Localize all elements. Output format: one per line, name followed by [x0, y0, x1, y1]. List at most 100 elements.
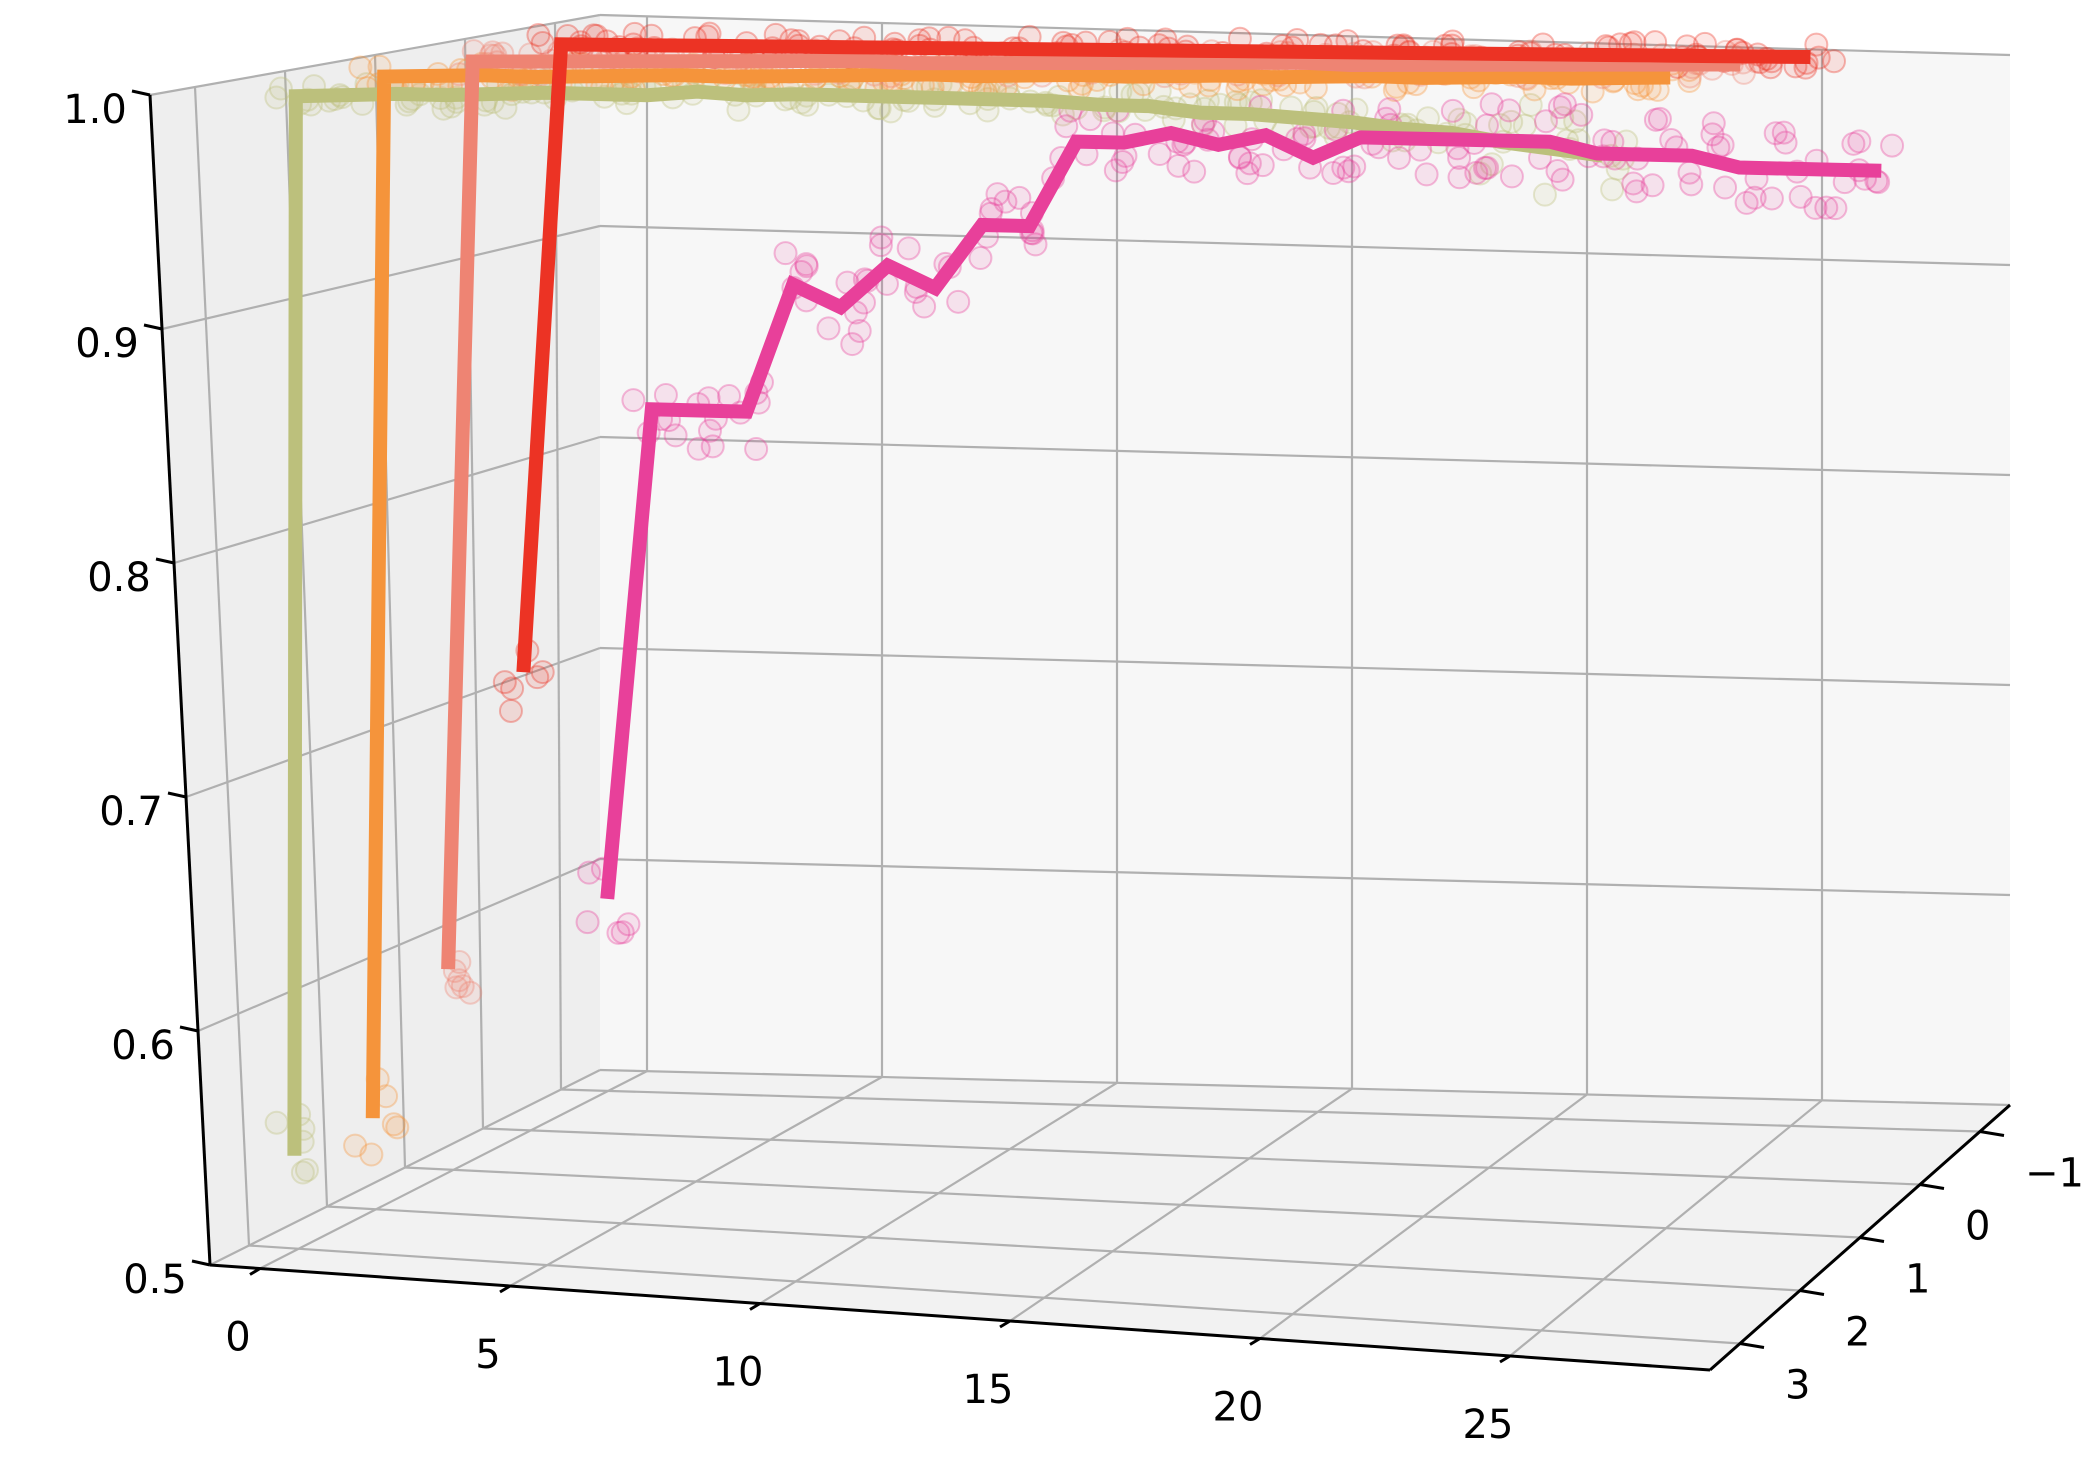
series-line-3 — [516, 37, 1811, 673]
series-lines-layer — [287, 37, 1882, 1156]
scatter-point — [773, 241, 798, 266]
scatter-point — [348, 55, 373, 80]
scatter-point — [1336, 159, 1361, 184]
scatter-point — [794, 254, 819, 279]
y-tick-mark — [1919, 1183, 1945, 1190]
scatter-point — [869, 225, 894, 250]
x-tick-label: 20 — [1213, 1385, 1264, 1431]
scatter-point — [1771, 120, 1796, 145]
grid-line-y-wall — [193, 86, 251, 1246]
scatter-point — [1640, 173, 1665, 198]
scatter-point — [717, 384, 742, 409]
scatter-point — [1464, 160, 1489, 185]
scatter-point — [1569, 102, 1594, 127]
scatter-point — [1054, 114, 1079, 139]
scatter-point — [264, 85, 289, 110]
y-tick-mark — [1739, 1342, 1765, 1349]
scatter-point — [1479, 92, 1504, 117]
grid-line-z-back — [599, 13, 2011, 57]
scatter-point — [381, 1112, 406, 1137]
scatter-point — [1788, 184, 1813, 209]
grid-line-y-floor — [248, 1244, 1741, 1345]
z-tick-label: 1.0 — [63, 87, 127, 133]
z-tick-mark — [179, 1025, 199, 1033]
scatter-point — [1621, 171, 1646, 196]
scatter-point — [1841, 131, 1866, 156]
scatter-point — [1647, 106, 1672, 131]
scatter-point — [1499, 109, 1524, 134]
scatter-point — [1235, 161, 1260, 186]
scatter-point — [577, 860, 602, 885]
scatter-point — [1552, 92, 1577, 117]
scatter-point — [1321, 161, 1346, 186]
scatter-point — [700, 434, 725, 459]
scatter-point — [458, 980, 483, 1005]
scatter-point — [1473, 155, 1498, 180]
scatter-point — [1823, 196, 1848, 221]
y-tick-mark — [1979, 1130, 2005, 1137]
scatter-point — [979, 197, 1004, 222]
scatter-point — [1803, 195, 1828, 220]
scatter-point — [1742, 185, 1767, 210]
x-tick-mark — [499, 1284, 511, 1294]
x-tick-mark — [749, 1302, 761, 1311]
z-axis-line — [148, 94, 212, 1266]
x-tick-mark — [1499, 1354, 1511, 1364]
scatter-point — [1550, 105, 1575, 130]
scatter-point — [1677, 160, 1702, 185]
grid-line-z-side — [185, 646, 601, 799]
grid-line-z-side — [149, 13, 601, 97]
grid-line-z-back — [599, 224, 2011, 267]
z-tick-label: 0.6 — [111, 1023, 175, 1069]
scatter-point — [492, 670, 517, 695]
scatter-point — [1701, 111, 1726, 136]
x-tick-label: 25 — [1463, 1402, 1514, 1448]
scatter-point — [1237, 151, 1262, 176]
x-tick-label: 0 — [225, 1315, 250, 1361]
scatter-point — [1700, 122, 1725, 147]
scatter-point — [530, 30, 555, 55]
scatter-point — [868, 233, 893, 258]
scatter-point — [1103, 158, 1128, 183]
scatter-point — [663, 423, 688, 448]
grid-line-z-back — [599, 1068, 2011, 1107]
scatter-point — [1710, 132, 1735, 157]
scatter-point — [1679, 172, 1704, 197]
scatter-point — [1532, 182, 1557, 207]
scatter-point — [1331, 155, 1356, 180]
x-tick-mark — [999, 1319, 1011, 1329]
scatter-point — [794, 252, 819, 277]
scatter-point — [610, 920, 635, 945]
scatter-point — [1147, 141, 1172, 166]
scatter-point — [450, 974, 475, 999]
scatter-point — [575, 910, 600, 935]
grid-line-z-back — [599, 646, 2011, 687]
x-axis-line — [209, 1263, 1711, 1372]
scatter-point — [1763, 121, 1788, 146]
y-tick-label: 3 — [1785, 1363, 1810, 1409]
scatter-point — [1250, 153, 1275, 178]
scatter-point — [606, 920, 631, 945]
grid-line-z-back — [599, 857, 2011, 897]
y-tick-mark — [1799, 1289, 1825, 1296]
scatter-point — [968, 246, 993, 271]
series-line-2 — [441, 53, 1741, 970]
scatter-point — [268, 76, 293, 101]
scatter-point — [1600, 177, 1625, 202]
scatter-point — [1023, 232, 1048, 257]
scatter-point — [294, 1158, 319, 1183]
scatter-point — [698, 418, 723, 443]
z-tick-mark — [167, 791, 187, 799]
z-tick-label: 0.7 — [99, 789, 163, 835]
scatter-point — [1447, 165, 1472, 190]
scatter-point — [621, 388, 646, 413]
z-tick-label: 0.8 — [87, 555, 151, 601]
scatter-point — [1447, 145, 1472, 170]
scatter-point — [447, 968, 472, 993]
scatter-point — [1479, 152, 1504, 177]
grid-line-y-floor — [560, 1088, 1981, 1133]
scatter-point — [1110, 150, 1135, 175]
z-tick-mark — [143, 323, 163, 331]
y-tick-mark — [1859, 1236, 1885, 1243]
